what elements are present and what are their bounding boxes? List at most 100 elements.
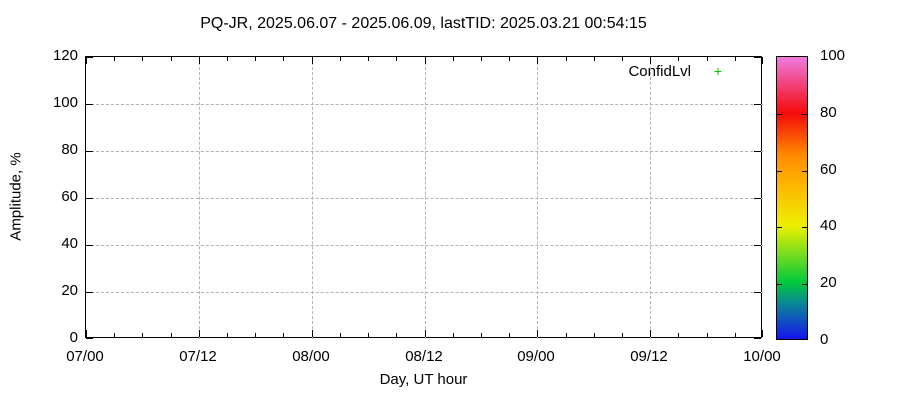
x-minor-tick — [340, 333, 341, 337]
y-major-tick — [86, 338, 93, 339]
x-minor-tick — [566, 333, 567, 337]
x-minor-tick — [566, 57, 567, 61]
x-tick-label: 08/12 — [405, 348, 443, 365]
x-minor-tick — [707, 57, 708, 61]
x-major-tick — [312, 330, 313, 337]
x-minor-tick — [453, 57, 454, 61]
x-minor-tick — [142, 57, 143, 61]
x-major-tick — [199, 330, 200, 337]
y-major-tick — [86, 151, 93, 152]
x-major-tick — [650, 57, 651, 64]
x-minor-tick — [594, 333, 595, 337]
colorbar — [776, 56, 808, 340]
colorbar-tick — [802, 284, 807, 285]
legend-label: ConfidLvl — [628, 63, 691, 80]
x-minor-tick — [481, 333, 482, 337]
x-minor-tick — [735, 57, 736, 61]
colorbar-tick — [802, 171, 807, 172]
y-gridline — [86, 151, 763, 152]
colorbar-tick-label: 100 — [820, 47, 846, 64]
colorbar-tick-label: 60 — [820, 161, 837, 178]
x-minor-tick — [481, 57, 482, 61]
y-major-tick — [754, 198, 761, 199]
x-minor-tick — [368, 57, 369, 61]
colorbar-tick-label: 0 — [820, 331, 829, 348]
x-minor-tick — [368, 333, 369, 337]
y-major-tick — [754, 57, 761, 58]
y-tick-label: 0 — [69, 329, 78, 346]
x-tick-label: 07/12 — [179, 348, 217, 365]
colorbar-tick — [777, 284, 782, 285]
x-major-tick — [86, 330, 87, 337]
x-minor-tick — [622, 57, 623, 61]
x-minor-tick — [678, 333, 679, 337]
x-tick-label: 07/00 — [66, 348, 104, 365]
x-tick-label: 09/12 — [630, 348, 668, 365]
x-minor-tick — [171, 57, 172, 61]
x-tick-label: 10/00 — [743, 348, 781, 365]
x-major-tick — [312, 57, 313, 64]
x-minor-tick — [509, 333, 510, 337]
x-minor-tick — [255, 333, 256, 337]
y-gridline — [86, 104, 763, 105]
x-minor-tick — [396, 57, 397, 61]
x-axis-label: Day, UT hour — [379, 371, 468, 388]
x-major-tick — [762, 57, 763, 64]
y-major-tick — [754, 151, 761, 152]
y-tick-label: 20 — [61, 282, 78, 299]
colorbar-tick-label: 40 — [820, 217, 837, 234]
x-minor-tick — [678, 57, 679, 61]
x-minor-tick — [171, 333, 172, 337]
y-major-tick — [86, 292, 93, 293]
y-major-tick — [86, 198, 93, 199]
y-major-tick — [754, 245, 761, 246]
chart-title: PQ-JR, 2025.06.07 - 2025.06.09, lastTID:… — [200, 15, 647, 32]
x-minor-tick — [707, 333, 708, 337]
legend-marker-plus-icon: + — [713, 63, 723, 79]
y-tick-label: 40 — [61, 235, 78, 252]
colorbar-tick-label: 80 — [820, 104, 837, 121]
x-minor-tick — [453, 333, 454, 337]
colorbar-tick-label: 20 — [820, 274, 837, 291]
y-tick-label: 80 — [61, 141, 78, 158]
x-minor-tick — [283, 333, 284, 337]
x-major-tick — [425, 57, 426, 64]
y-gridline — [86, 245, 763, 246]
x-major-tick — [537, 330, 538, 337]
x-minor-tick — [227, 57, 228, 61]
x-major-tick — [762, 330, 763, 337]
x-minor-tick — [227, 333, 228, 337]
x-minor-tick — [283, 57, 284, 61]
x-tick-label: 09/00 — [517, 348, 555, 365]
x-tick-label: 08/00 — [292, 348, 330, 365]
colorbar-tick — [802, 114, 807, 115]
y-tick-label: 60 — [61, 188, 78, 205]
x-major-tick — [199, 57, 200, 64]
x-major-tick — [86, 57, 87, 64]
y-major-tick — [754, 292, 761, 293]
x-minor-tick — [340, 57, 341, 61]
colorbar-tick — [777, 114, 782, 115]
colorbar-tick — [777, 171, 782, 172]
y-major-tick — [86, 57, 93, 58]
y-major-tick — [86, 245, 93, 246]
y-gridline — [86, 198, 763, 199]
y-tick-label: 120 — [52, 47, 78, 64]
x-minor-tick — [396, 333, 397, 337]
y-major-tick — [754, 338, 761, 339]
y-tick-label: 100 — [52, 94, 78, 111]
x-minor-tick — [255, 57, 256, 61]
x-minor-tick — [622, 333, 623, 337]
x-minor-tick — [114, 333, 115, 337]
y-major-tick — [86, 104, 93, 105]
x-minor-tick — [142, 333, 143, 337]
colorbar-tick — [777, 227, 782, 228]
x-major-tick — [537, 57, 538, 64]
plot-area: ConfidLvl + — [85, 56, 763, 339]
x-minor-tick — [509, 57, 510, 61]
x-minor-tick — [114, 57, 115, 61]
y-major-tick — [754, 104, 761, 105]
x-minor-tick — [735, 333, 736, 337]
x-major-tick — [425, 330, 426, 337]
